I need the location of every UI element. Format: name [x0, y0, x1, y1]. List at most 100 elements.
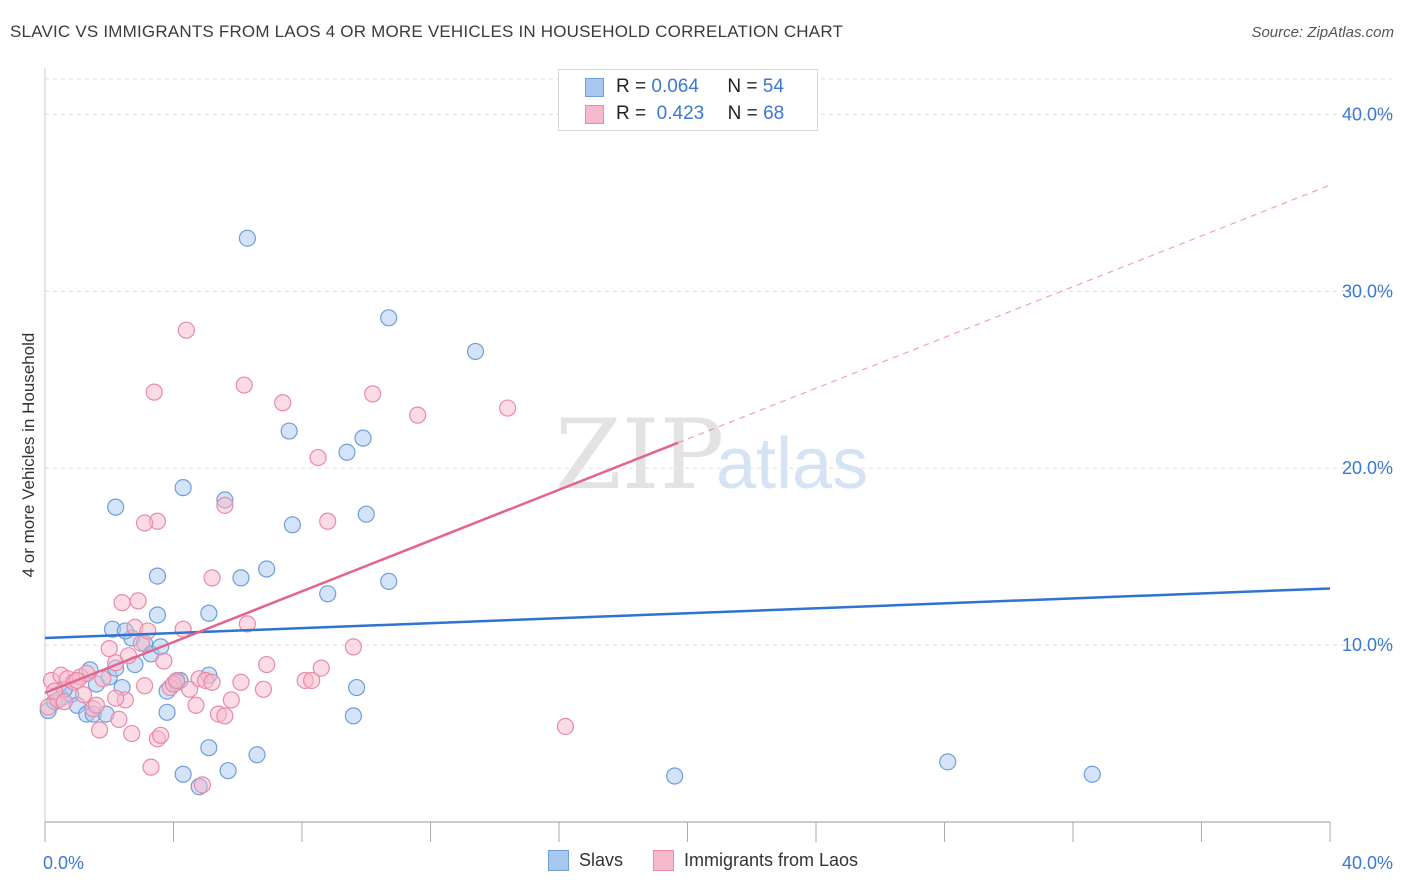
r-value: 0.064 — [651, 76, 699, 97]
laos-point — [238, 615, 256, 633]
laos-point — [155, 652, 173, 670]
legend-row-laos: R = 0.423 N = 68 — [585, 102, 784, 126]
laos-legend-swatch — [652, 850, 674, 871]
laos-point — [177, 321, 195, 339]
laos-point — [309, 448, 327, 467]
laos-point — [74, 686, 93, 704]
laos-point — [139, 622, 157, 640]
laos-point — [274, 394, 292, 412]
laos-point — [235, 376, 253, 394]
n-label: N = — [727, 103, 758, 124]
n-value: 54 — [762, 76, 784, 97]
legend-item-slavs[interactable]: Slavs — [547, 850, 623, 871]
laos-point — [344, 638, 362, 656]
correlation-legend: R = 0.064 N = 54 R = 0.423 N = 68 — [558, 69, 818, 131]
laos-point — [91, 721, 109, 739]
laos-point — [258, 655, 276, 674]
r-label: R = — [616, 76, 647, 97]
slavs-point — [107, 498, 125, 516]
laos-point — [123, 724, 141, 743]
slavs-point — [357, 505, 375, 523]
laos-point — [216, 496, 234, 514]
y-tick-label: 30.0% — [1342, 281, 1393, 301]
laos-point — [180, 680, 199, 698]
slavs-point — [219, 762, 237, 780]
series-legend: Slavs Immigrants from Laos — [0, 850, 1406, 871]
slavs-trend-line — [44, 587, 1331, 640]
y-axis-label: 4 or more Vehicles in Household — [19, 332, 38, 578]
laos-point — [152, 726, 170, 744]
slavs-point — [939, 753, 957, 771]
slavs-point — [380, 572, 398, 591]
laos-point — [216, 707, 234, 725]
r-label: R = — [616, 103, 647, 124]
slavs-point — [200, 739, 218, 757]
slavs-point — [258, 560, 276, 578]
slavs-point — [248, 746, 266, 764]
laos-point — [222, 691, 240, 709]
laos-point — [232, 673, 250, 691]
laos-trend-extension — [677, 184, 1331, 444]
y-tick-label: 10.0% — [1342, 635, 1393, 655]
laos-swatch — [585, 104, 604, 124]
laos-point — [187, 696, 205, 714]
laos-point — [303, 671, 321, 690]
slavs-point — [148, 567, 167, 585]
laos-point — [319, 512, 337, 530]
slavs-point — [148, 606, 167, 624]
chart-title: SLAVIC VS IMMIGRANTS FROM LAOS 4 OR MORE… — [10, 22, 844, 41]
slavs-swatch — [585, 77, 604, 97]
laos-point — [203, 673, 221, 691]
laos-point — [409, 406, 427, 424]
laos-point — [254, 680, 273, 698]
slavs-point — [232, 569, 250, 587]
laos-point — [142, 758, 160, 776]
laos-point — [312, 659, 330, 677]
slavs-point — [174, 479, 192, 497]
laos-point — [87, 696, 106, 714]
laos-point — [113, 594, 131, 612]
y-tick-label: 20.0% — [1342, 458, 1393, 478]
slavs-point — [380, 309, 398, 327]
laos-point — [107, 689, 125, 707]
watermark-atlas: atlas — [716, 424, 868, 504]
laos-point — [193, 776, 212, 794]
slavs-point — [466, 342, 485, 361]
laos-point — [203, 569, 221, 587]
slavs-legend-swatch — [547, 850, 569, 871]
legend-item-laos[interactable]: Immigrants from Laos — [652, 850, 858, 871]
slavs-point — [338, 443, 356, 461]
x-tick-label: 40.0% — [1342, 853, 1393, 873]
slavs-point — [319, 585, 337, 603]
laos-point — [55, 693, 73, 711]
slavs-point — [348, 678, 366, 697]
laos-point — [145, 383, 163, 401]
slavs-point — [200, 604, 218, 622]
x-tick-label: 0.0% — [43, 853, 84, 873]
laos-point — [168, 671, 186, 690]
y-tick-label: 40.0% — [1342, 104, 1393, 124]
legend-label-slavs: Slavs — [578, 850, 623, 870]
laos-point — [110, 710, 128, 728]
n-label: N = — [727, 76, 758, 97]
slavs-point — [344, 707, 362, 725]
slavs-point — [1083, 765, 1101, 783]
slavs-point — [238, 229, 256, 247]
laos-point — [129, 592, 147, 610]
slavs-point — [280, 422, 298, 440]
slavs-point — [666, 767, 684, 785]
source-label: Source: ZipAtlas.com — [1251, 24, 1394, 41]
slavs-point — [158, 703, 176, 721]
slavs-point — [283, 516, 301, 534]
r-value: 0.423 — [656, 103, 705, 124]
slavs-point — [174, 765, 192, 783]
laos-point — [135, 514, 154, 532]
laos-trend-line — [44, 441, 679, 695]
laos-point — [135, 677, 154, 695]
watermark-zip: ZIP — [555, 399, 724, 511]
laos-point — [499, 399, 517, 417]
slavs-point — [354, 429, 372, 447]
n-value: 68 — [763, 103, 785, 124]
laos-point — [100, 640, 118, 658]
